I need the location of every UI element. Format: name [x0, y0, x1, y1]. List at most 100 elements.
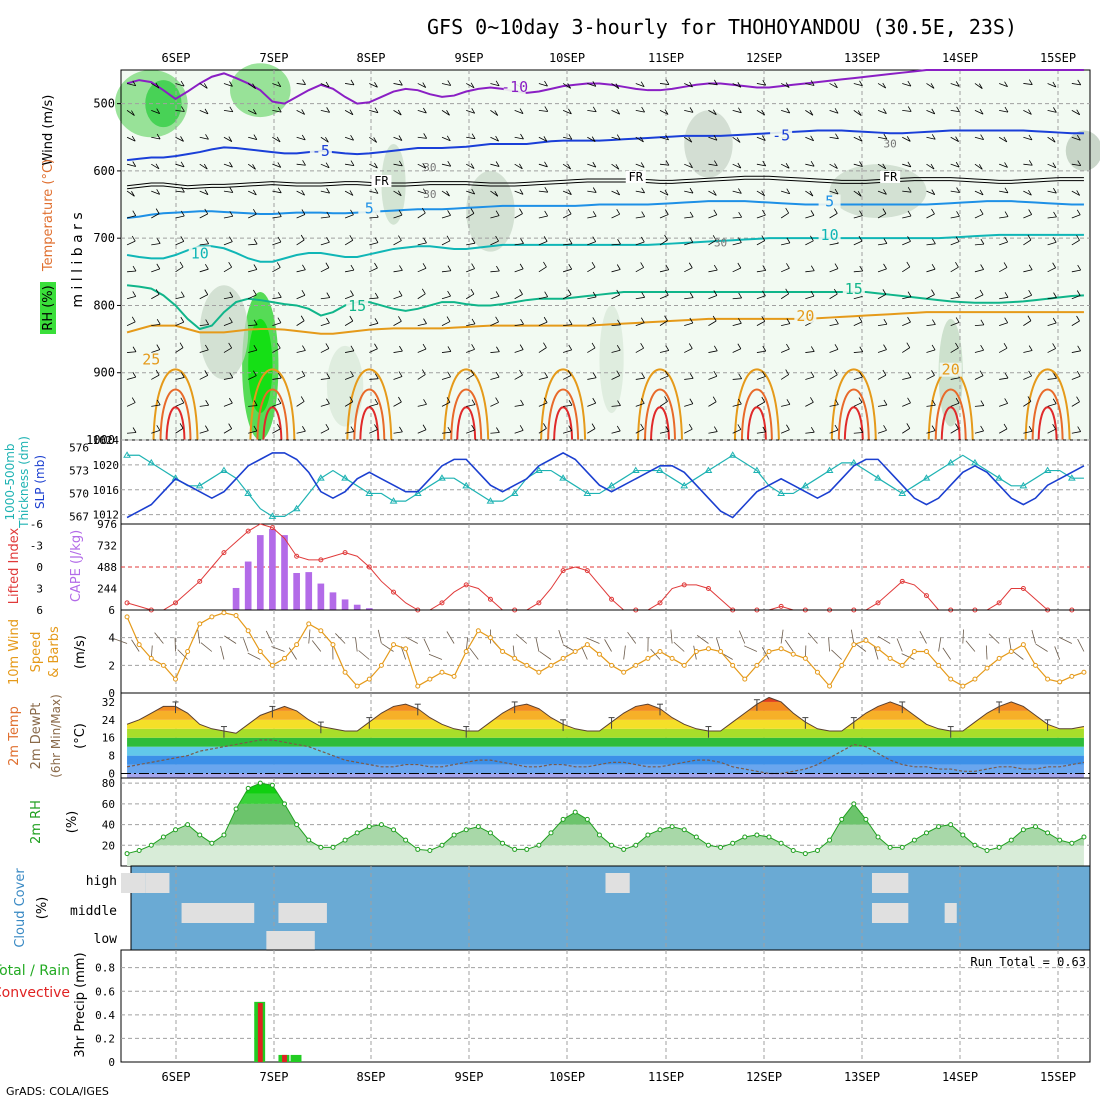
wind-barb: [1028, 109, 1032, 115]
wind-barb: [1051, 136, 1056, 143]
wind-barb: [325, 81, 330, 88]
precip-tick-label: 0: [108, 1056, 115, 1069]
wind-barb: [785, 82, 790, 88]
wind-barb: [568, 238, 573, 245]
wind-barb: [665, 160, 670, 166]
wind-barb: [466, 348, 475, 353]
wind-barb: [423, 399, 427, 405]
wind-barb: [199, 324, 209, 327]
rh-point: [948, 822, 954, 828]
wind-barb: [199, 109, 209, 115]
wind-barb: [950, 322, 960, 327]
contour-loop: [152, 368, 199, 441]
rh-band: [127, 824, 1084, 846]
lifted-index-point: [778, 603, 784, 609]
wind-barb: [833, 208, 838, 214]
wind-barb: [490, 270, 500, 273]
wind-barb: [398, 135, 403, 141]
temperature-tick-label: 32: [102, 696, 115, 709]
contour-loop: [353, 388, 386, 441]
cloud-unit-label: (%): [35, 897, 50, 920]
wind-barb: [223, 428, 232, 434]
wind-barb: [980, 134, 984, 140]
wind-barb: [175, 83, 185, 87]
wind-barb: [514, 294, 523, 300]
wind-barb: [786, 237, 791, 244]
contour-label: -5: [772, 127, 790, 145]
wind-barb: [471, 344, 475, 350]
wind-barb: [659, 136, 669, 141]
wind-barb: [350, 79, 355, 86]
contour-label-bg: [503, 80, 526, 95]
cape-tick-label: 976: [97, 518, 117, 531]
wind-barb: [999, 377, 1009, 380]
wind-barb: [466, 293, 475, 300]
wind-barb: [326, 292, 331, 298]
rh-point: [596, 832, 602, 838]
wind-barb: [829, 323, 839, 327]
wind-barb: [535, 637, 540, 652]
wind-barb: [421, 288, 426, 295]
lifted-index-point: [681, 582, 687, 588]
lifted-index-point: [1020, 586, 1026, 591]
wind-barb: [276, 423, 281, 430]
wind-barb: [902, 296, 912, 300]
wind-barb: [393, 163, 403, 167]
wind-barb: [1028, 290, 1033, 296]
rh-point: [257, 780, 263, 786]
wind-barb: [877, 213, 887, 219]
wind-barb: [374, 162, 378, 169]
thickness-tick-label: 567: [69, 510, 89, 523]
rh-point: [378, 822, 384, 828]
wind-barb: [344, 375, 354, 380]
wind-barb: [611, 243, 621, 246]
slp-tick-label: 1024: [93, 434, 120, 447]
contour-label-bg: [794, 308, 817, 323]
wind-barb: [302, 79, 306, 85]
wind-barb: [665, 79, 670, 85]
rh-tick-label: 40: [102, 819, 115, 832]
wind-barb: [538, 241, 548, 246]
wind-barb: [985, 645, 988, 660]
rh-point: [718, 844, 724, 850]
wind-barb: [883, 133, 888, 140]
wind-barb: [398, 235, 402, 241]
wind-barb: [335, 633, 346, 644]
wind-barb: [296, 430, 306, 434]
wind-barb: [1053, 107, 1057, 113]
contour-loop: [746, 406, 767, 441]
wind-barb: [950, 296, 960, 300]
wind-barb: [684, 403, 693, 407]
wind-barb: [829, 136, 839, 140]
slp-tick-label: 1020: [93, 459, 120, 472]
wind-barb: [587, 347, 596, 353]
wind-speed-point: [705, 646, 711, 652]
rh-point: [657, 827, 663, 833]
wind-barb: [737, 262, 742, 269]
wind-barb: [784, 639, 794, 652]
wind-barb: [277, 187, 282, 194]
wind-barb: [441, 431, 451, 434]
wind-speed-point: [475, 628, 481, 634]
wind-barb: [883, 399, 888, 406]
contour-label: 20: [942, 361, 960, 379]
wind-barb: [272, 136, 281, 143]
thickness-point: [559, 474, 567, 481]
wind-barb: [490, 136, 499, 142]
wind-barb: [1004, 292, 1009, 298]
wind-barb: [544, 291, 548, 297]
wind-speed-point: [173, 676, 179, 682]
thickness-point: [753, 466, 761, 474]
wind-barb: [810, 80, 815, 86]
wind-barb: [732, 163, 742, 169]
wind-barb: [374, 343, 378, 349]
wind-barb: [780, 267, 790, 273]
wind-barb: [495, 291, 500, 297]
wind-barb: [635, 109, 645, 113]
wind-barb: [248, 190, 257, 196]
wind-barb: [272, 347, 281, 353]
rh-point: [306, 837, 312, 843]
wind-barb: [471, 424, 475, 431]
thickness-point: [438, 474, 446, 481]
